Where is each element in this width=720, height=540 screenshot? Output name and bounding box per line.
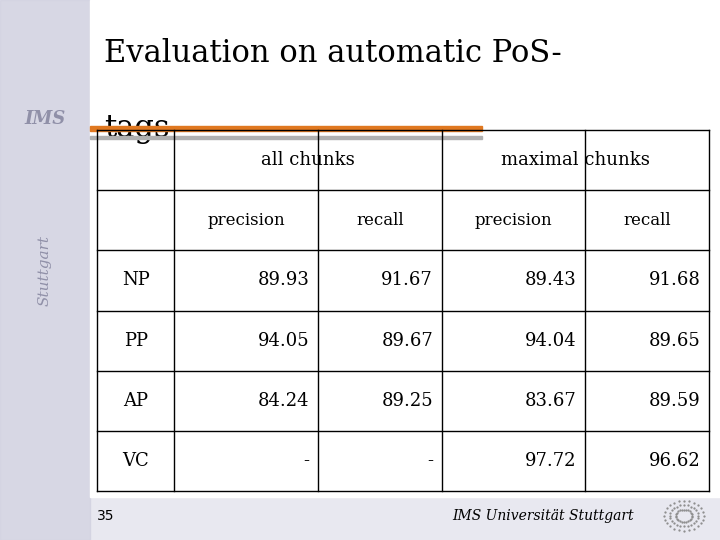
Text: 89.67: 89.67 bbox=[382, 332, 433, 350]
Text: IMS: IMS bbox=[24, 110, 66, 128]
Bar bbox=[90, 136, 482, 139]
Text: 91.67: 91.67 bbox=[382, 271, 433, 289]
Text: 94.04: 94.04 bbox=[525, 332, 577, 350]
Text: Stuttgart: Stuttgart bbox=[38, 234, 52, 306]
Text: PP: PP bbox=[124, 332, 148, 350]
Text: recall: recall bbox=[624, 212, 671, 228]
Text: -: - bbox=[303, 453, 310, 470]
Text: 89.43: 89.43 bbox=[525, 271, 577, 289]
Bar bbox=[0, 0, 90, 540]
Text: VC: VC bbox=[122, 453, 149, 470]
Text: precision: precision bbox=[207, 212, 285, 228]
Bar bbox=[90, 126, 482, 131]
Text: 89.59: 89.59 bbox=[649, 392, 701, 410]
Bar bbox=[97, 130, 709, 491]
Text: IMS Universität Stuttgart: IMS Universität Stuttgart bbox=[452, 509, 634, 523]
Text: NP: NP bbox=[122, 271, 150, 289]
Text: 97.72: 97.72 bbox=[526, 453, 577, 470]
Text: 89.65: 89.65 bbox=[649, 332, 701, 350]
Text: 89.25: 89.25 bbox=[382, 392, 433, 410]
Text: maximal chunks: maximal chunks bbox=[501, 151, 650, 168]
Text: all chunks: all chunks bbox=[261, 151, 355, 168]
Text: 89.93: 89.93 bbox=[258, 271, 310, 289]
Text: 84.24: 84.24 bbox=[258, 392, 310, 410]
Bar bbox=[90, 0, 720, 497]
Text: 94.05: 94.05 bbox=[258, 332, 310, 350]
Text: -: - bbox=[427, 453, 433, 470]
Text: Evaluation on automatic PoS-: Evaluation on automatic PoS- bbox=[104, 38, 562, 69]
Text: 96.62: 96.62 bbox=[649, 453, 701, 470]
Text: tags: tags bbox=[104, 113, 170, 144]
Text: AP: AP bbox=[123, 392, 148, 410]
Text: 35: 35 bbox=[97, 509, 114, 523]
Text: recall: recall bbox=[356, 212, 404, 228]
Text: precision: precision bbox=[474, 212, 552, 228]
Text: 83.67: 83.67 bbox=[525, 392, 577, 410]
Text: 91.68: 91.68 bbox=[649, 271, 701, 289]
